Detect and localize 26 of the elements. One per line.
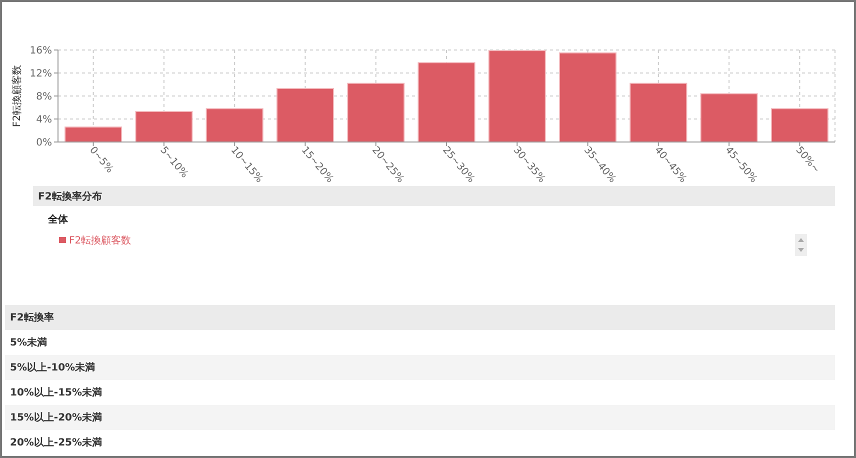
text: 20%以上-25%未満 — [10, 436, 102, 448]
bar — [135, 111, 193, 142]
legend-label: F2転換顧客数 — [69, 234, 132, 246]
legend-title: 全体 — [47, 214, 69, 226]
bar — [276, 88, 334, 142]
y-tick-label: 0% — [36, 138, 52, 148]
y-tick-label: 8% — [36, 92, 52, 102]
text: 10%以上-15%未満 — [10, 386, 102, 398]
text: 15%以上-20%未満 — [10, 412, 102, 424]
text: 5%未満 — [10, 336, 47, 348]
bar — [418, 62, 476, 142]
y-tick-label: 16% — [30, 46, 52, 56]
bar — [700, 93, 758, 142]
y-tick-label: 12% — [30, 68, 52, 80]
bar — [64, 126, 122, 142]
y-tick-label: 4% — [36, 114, 52, 126]
text: 5%以上-10%未満 — [10, 362, 96, 374]
bar — [206, 108, 264, 142]
bar — [770, 108, 828, 142]
text: F2転換率分布 — [38, 190, 102, 202]
bar — [347, 82, 405, 142]
bar — [488, 50, 546, 142]
bar — [559, 52, 617, 142]
text: F2転換率 — [10, 312, 54, 324]
y-axis-title: F2転換顧客数 — [11, 64, 23, 128]
bar — [630, 82, 688, 142]
